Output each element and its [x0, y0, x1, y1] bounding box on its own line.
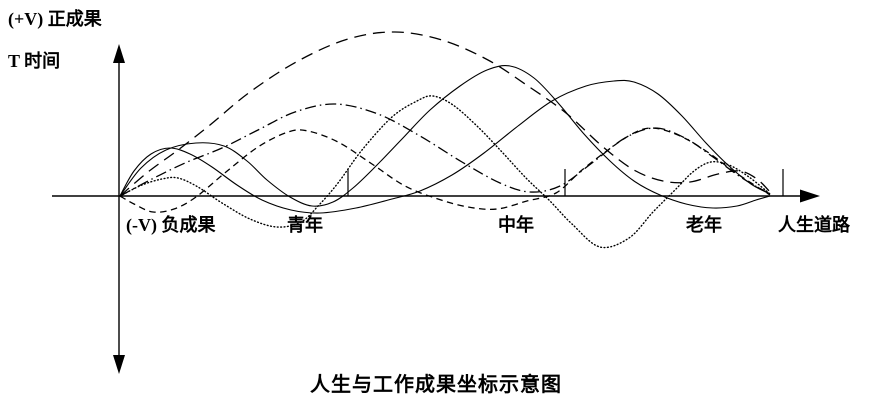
stage-label-old-age: 老年	[686, 215, 722, 235]
curve-dash-dot-trajectory	[119, 103, 771, 197]
diagram-caption: 人生与工作成果坐标示意图	[310, 374, 562, 396]
curve-short-dash-trajectory	[119, 127, 771, 213]
stage-label-middle-age: 中年	[498, 215, 534, 235]
x-axis-right-arrowhead-icon	[800, 189, 820, 203]
time-axis-label: T 时间	[8, 51, 61, 71]
curve-solid-mid-peak-trajectory	[119, 65, 771, 209]
curve-solid-late-peak-trajectory	[119, 79, 771, 214]
stage-label-youth: 青年	[287, 215, 323, 235]
x-axis-label: 人生道路	[778, 215, 850, 235]
curve-long-dash-trajectory	[119, 31, 771, 197]
y-axis-down-arrowhead-icon	[113, 355, 125, 374]
y-axis-up-arrowhead-icon	[113, 44, 125, 63]
y-axis-negative-label: (-V) 负成果	[126, 215, 216, 235]
y-axis-positive-label: (+V) 正成果	[8, 9, 102, 29]
